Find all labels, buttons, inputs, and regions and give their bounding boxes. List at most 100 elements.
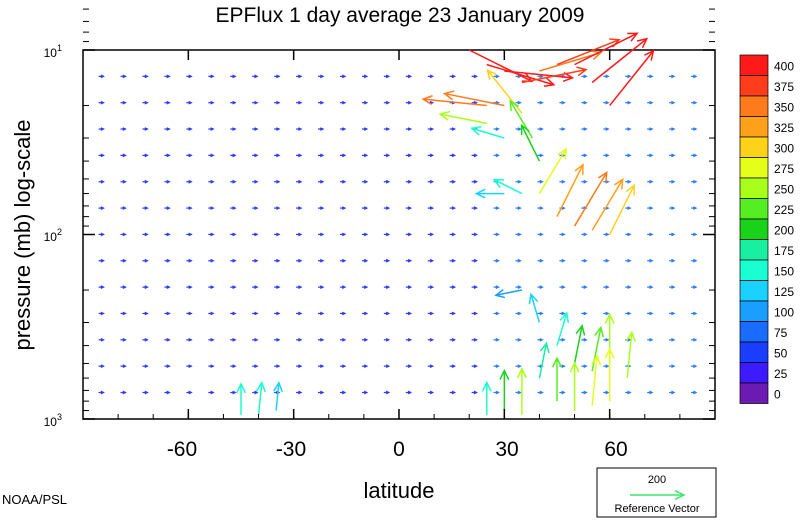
- field-vector: [427, 153, 435, 158]
- chart-title: EPFlux 1 day average 23 January 2009: [216, 4, 585, 27]
- colorbar-label: 25: [774, 367, 788, 381]
- field-vector: [142, 337, 149, 342]
- field-vector: [493, 285, 500, 289]
- field-vector: [603, 311, 610, 316]
- field-vector: [383, 258, 391, 263]
- field-vector: [449, 153, 457, 158]
- flux-vector: [538, 147, 568, 194]
- field-vector: [164, 311, 171, 316]
- field-vector: [98, 285, 105, 289]
- colorbar-label: 200: [774, 224, 794, 238]
- field-vector: [603, 232, 610, 237]
- field-vector: [230, 311, 237, 316]
- field-vector: [339, 100, 347, 105]
- field-vector: [691, 337, 698, 342]
- field-vector: [625, 100, 632, 105]
- field-vector: [625, 285, 632, 289]
- field-vector: [164, 127, 171, 131]
- field-vector: [98, 100, 105, 105]
- field-vector: [581, 390, 588, 395]
- field-vector: [120, 390, 127, 395]
- field-vector: [230, 364, 237, 369]
- field-vector: [427, 285, 435, 289]
- field-vector: [361, 285, 369, 289]
- field-vector: [296, 232, 303, 237]
- field-vector: [537, 337, 544, 342]
- field-vector: [361, 74, 369, 79]
- colorbar: 4003753503253002752502252001751501251007…: [739, 54, 794, 404]
- field-vector: [625, 179, 632, 184]
- field-vector: [142, 311, 149, 316]
- field-vector: [383, 337, 391, 342]
- field-vector: [405, 206, 413, 210]
- x-tick-label: -60: [167, 438, 197, 461]
- flux-vector: [486, 63, 556, 88]
- field-vector: [339, 153, 347, 158]
- field-vector: [427, 390, 435, 395]
- field-vector: [296, 258, 303, 263]
- field-vector: [647, 285, 654, 289]
- field-vector: [647, 337, 654, 342]
- field-vector: [339, 364, 347, 369]
- field-vector: [296, 74, 303, 79]
- colorbar-label: 150: [774, 265, 794, 279]
- field-vector: [318, 364, 325, 369]
- field-vector: [493, 232, 500, 237]
- field-vector: [318, 153, 325, 158]
- field-vector: [186, 100, 193, 105]
- colorbar-label: 400: [774, 60, 794, 74]
- field-vector: [493, 337, 500, 342]
- x-tick-label: -30: [276, 438, 306, 461]
- field-vector: [515, 206, 522, 210]
- field-vector: [537, 285, 544, 289]
- field-vector: [318, 258, 325, 263]
- field-vector: [691, 285, 698, 289]
- field-vector: [186, 285, 193, 289]
- flux-vector: [481, 380, 492, 415]
- field-vector: [164, 258, 171, 263]
- field-vector: [120, 232, 127, 237]
- field-vector: [449, 390, 457, 395]
- field-vector: [449, 232, 457, 237]
- field-vector: [493, 127, 500, 131]
- field-vector: [669, 364, 676, 369]
- field-vector: [581, 232, 588, 237]
- field-vector: [669, 390, 676, 395]
- reference-vector-frame: [596, 467, 717, 518]
- field-vector: [405, 74, 413, 79]
- field-vector: [559, 311, 566, 316]
- field-vector: [581, 127, 588, 131]
- field-vector: [296, 364, 303, 369]
- flux-vector: [474, 188, 505, 199]
- field-vector: [471, 232, 478, 237]
- flux-vector: [521, 66, 588, 84]
- field-vector: [603, 364, 610, 369]
- y-tick-label: 102: [44, 227, 62, 244]
- flux-vector: [509, 99, 534, 139]
- field-vector: [252, 390, 259, 395]
- field-vector: [208, 206, 215, 210]
- field-vector: [186, 206, 193, 210]
- field-vector: [142, 153, 149, 158]
- colorbar-swatch: [739, 95, 769, 117]
- flux-vector: [492, 178, 523, 195]
- field-vector: [581, 179, 588, 184]
- field-vector: [296, 179, 303, 184]
- field-vector: [603, 127, 610, 131]
- field-vector: [691, 206, 698, 210]
- flux-vector: [625, 330, 636, 379]
- field-vector: [515, 258, 522, 263]
- flux-vector: [604, 347, 615, 402]
- field-vector: [164, 285, 171, 289]
- field-vector: [647, 74, 654, 79]
- colorbar-label: 350: [774, 101, 794, 115]
- field-vector: [361, 232, 369, 237]
- field-vector: [142, 232, 149, 237]
- colorbar-label: 275: [774, 162, 794, 176]
- field-vector: [164, 390, 171, 395]
- field-vector: [559, 179, 566, 184]
- colorbar-label: 100: [774, 306, 794, 320]
- colorbar-swatch: [739, 280, 769, 302]
- flux-vector: [608, 183, 636, 235]
- field-vector: [274, 74, 281, 79]
